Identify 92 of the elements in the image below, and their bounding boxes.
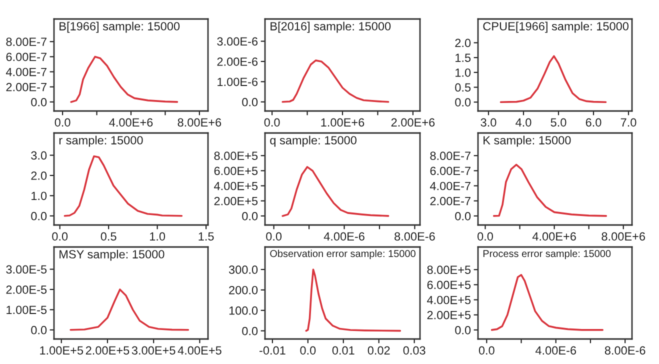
chart-title: B[1966] sample: 15000	[60, 22, 180, 33]
line-series	[70, 56, 178, 103]
y-tick-label: 0.0	[31, 326, 47, 334]
y-tick-label: 2.00E-7	[6, 82, 46, 92]
y-tick-label: 4.00E-7	[6, 68, 46, 76]
x-tick-label: 0.02	[368, 346, 390, 355]
line-series	[64, 155, 183, 217]
y-tick-label: 0.0	[242, 98, 258, 106]
y-tick-label: 6.00E+5	[214, 166, 258, 176]
y-tick-label: 2.00E-5	[6, 285, 47, 294]
y-tick-label: 6.00E-7	[430, 166, 470, 176]
y-tick-label: 0.0	[31, 212, 47, 220]
y-tick-label: 1.00E-6	[218, 78, 258, 86]
chart-title: r sample: 15000	[59, 136, 143, 147]
x-tick-label: 0.0	[264, 118, 280, 127]
x-tick-label: -0.01	[260, 346, 286, 355]
y-tick-label: 6.00E-7	[6, 52, 46, 62]
x-tick-label: 3.0	[480, 118, 496, 127]
y-tick-label: 2.00E+5	[214, 196, 258, 206]
y-tick-label: 4.00E+5	[427, 296, 471, 304]
x-tick-label: 0.0	[300, 346, 316, 355]
line-series	[282, 60, 390, 103]
x-tick-label: 3.00E+5	[132, 346, 176, 355]
x-tick-label: 0.0	[478, 346, 494, 355]
y-tick-label: 8.00E+5	[214, 152, 258, 160]
chart-title: B[2016] sample: 15000	[270, 22, 391, 33]
x-tick-label: 4.00E-6	[535, 346, 576, 355]
x-tick-label: 4.00E+5	[178, 346, 222, 355]
y-tick-label: 1.0	[456, 68, 471, 77]
y-tick-label: 200.0	[229, 286, 258, 294]
y-tick-label: 3.0	[31, 151, 47, 160]
line-series	[70, 288, 190, 331]
x-tick-label: 1.5	[198, 232, 214, 241]
x-tick-label: 4.00E+6	[109, 118, 153, 127]
x-tick-label: 1.0	[150, 232, 166, 241]
x-tick-label: 0.01	[332, 346, 354, 355]
x-tick-label: 8.00E-6	[604, 346, 646, 355]
y-tick-label: 2.00E-7	[430, 196, 470, 206]
y-tick-label: 2.00E-6	[217, 57, 258, 66]
x-tick-label: 8.00E+6	[178, 118, 222, 127]
x-tick-label: 0.0	[266, 232, 282, 241]
chart-title: K sample: 15000	[484, 136, 571, 147]
x-tick-label: 4.00E-6	[324, 232, 364, 241]
x-tick-label: 1.00E+5	[40, 346, 84, 355]
y-tick-label: 2.0	[31, 171, 47, 180]
y-tick-label: 0.5	[455, 83, 471, 92]
x-tick-label: 0.03	[403, 346, 426, 355]
x-tick-label: 1.00E+6	[321, 118, 364, 127]
x-tick-label: 2.00E+5	[86, 346, 130, 355]
y-tick-label: 4.00E+5	[214, 182, 258, 190]
x-tick-label: 5.0	[550, 118, 566, 127]
y-tick-label: 300.0	[228, 266, 258, 274]
x-tick-label: 0.5	[100, 232, 116, 241]
x-tick-label: 8.00E-6	[394, 232, 435, 241]
y-tick-label: 100.0	[229, 306, 258, 315]
chart-title: CPUE[1966] sample: 15000	[483, 22, 629, 33]
y-tick-label: 1.0	[32, 192, 47, 200]
y-tick-label: 0.0	[455, 212, 471, 220]
chart-title: Observation error sample: 15000	[270, 250, 416, 260]
y-tick-label: 1.00E-5	[6, 306, 47, 314]
line-series	[500, 55, 607, 103]
y-tick-label: 0.0	[455, 98, 471, 106]
y-tick-label: 3.00E-5	[6, 265, 47, 274]
y-tick-label: 8.00E-7	[430, 152, 470, 160]
y-tick-label: 8.00E-7	[6, 38, 46, 46]
y-tick-label: 1.5	[456, 54, 471, 62]
chart-title: q sample: 15000	[270, 136, 356, 147]
x-tick-label: 8.00E+6	[602, 232, 646, 241]
x-tick-label: 7.0	[620, 118, 636, 127]
x-tick-label: 6.0	[586, 118, 602, 127]
y-tick-label: 6.00E+5	[427, 280, 471, 290]
x-tick-label: 0.0	[478, 232, 493, 241]
y-tick-label: 0.0	[242, 212, 258, 220]
line-series	[492, 164, 608, 217]
line-series	[490, 274, 604, 331]
x-tick-label: 0.0	[52, 232, 68, 241]
x-tick-label: 0.0	[54, 118, 70, 127]
y-tick-label: 4.00E-7	[430, 182, 470, 190]
y-tick-label: 0.0	[455, 326, 471, 334]
x-tick-label: 2.00E+6	[391, 118, 435, 127]
chart-title: Process error sample: 15000	[483, 250, 611, 260]
x-tick-label: 4.0	[516, 118, 532, 127]
y-tick-label: 0.0	[31, 98, 47, 106]
line-series	[282, 166, 390, 217]
x-tick-label: 4.00E+6	[532, 232, 576, 241]
y-tick-label: 3.00E-6	[217, 37, 258, 46]
y-tick-label: 2.0	[455, 38, 471, 48]
y-tick-label: 2.00E+5	[427, 310, 471, 320]
chart-title: MSY sample: 15000	[60, 250, 164, 261]
y-tick-label: 8.00E+5	[427, 266, 471, 274]
line-series	[305, 268, 402, 332]
y-tick-label: 0.0	[242, 326, 258, 336]
